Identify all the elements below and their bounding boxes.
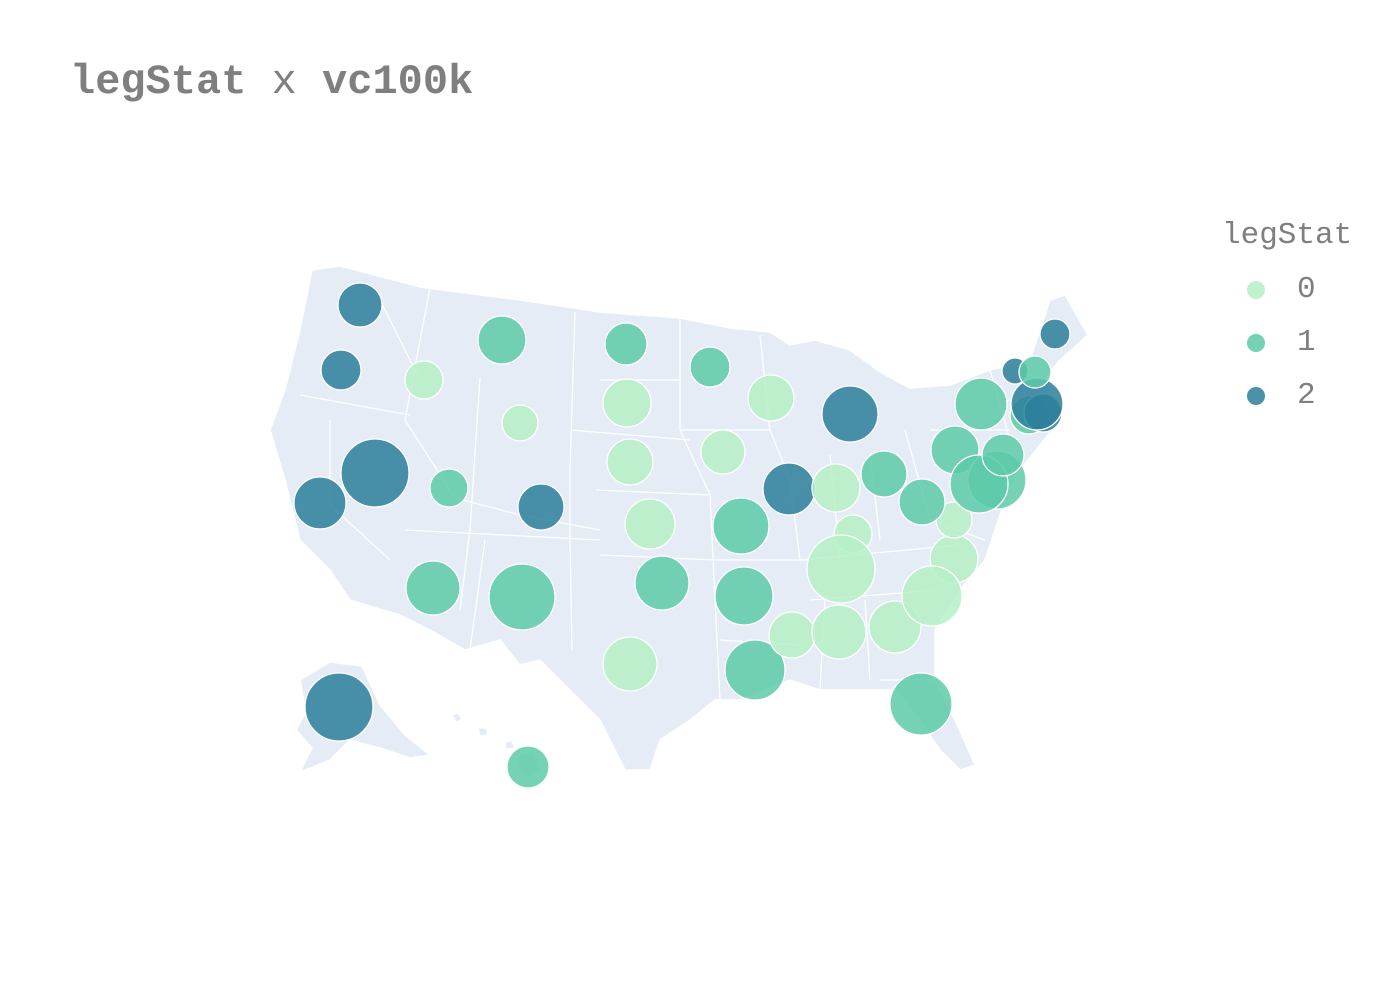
bubble-marker-nh[interactable] (1018, 355, 1052, 389)
bubble-marker-id[interactable] (404, 360, 444, 400)
bubble-marker-al[interactable] (811, 604, 867, 660)
page-title: legStat x vc100k (70, 58, 473, 106)
bubble-marker-oh[interactable] (860, 450, 908, 498)
bubble-marker-pa[interactable] (954, 377, 1008, 431)
legend-label: 0 (1297, 272, 1316, 307)
bubble-marker-wi[interactable] (747, 374, 795, 422)
state-border-line (569, 429, 691, 441)
bubble-marker-mn[interactable] (689, 346, 731, 388)
title-color-field: legStat (70, 58, 247, 106)
bubble-marker-sd[interactable] (602, 378, 652, 428)
bubble-marker-hi[interactable] (506, 745, 550, 789)
bubble-marker-nc[interactable] (901, 565, 963, 627)
bubble-marker-ok[interactable] (634, 555, 690, 611)
legend-swatch-icon (1247, 280, 1265, 299)
state-border-line (569, 311, 576, 651)
bubble-marker-wv[interactable] (898, 478, 946, 526)
bubble-marker-wa[interactable] (337, 282, 383, 328)
bubble-marker-de[interactable] (981, 433, 1025, 477)
state-border-line (679, 318, 721, 701)
bubble-marker-ia[interactable] (700, 429, 746, 475)
bubble-marker-ca[interactable] (293, 476, 347, 530)
title-size-field: vc100k (322, 58, 474, 106)
legend-item-2[interactable]: 2 (1222, 369, 1352, 422)
bubble-marker-mt[interactable] (477, 315, 527, 365)
bubble-marker-ne[interactable] (606, 438, 654, 486)
bubble-marker-az[interactable] (405, 560, 461, 616)
legend-label: 2 (1297, 378, 1316, 413)
bubble-marker-mo[interactable] (712, 497, 770, 555)
bubble-marker-in[interactable] (811, 463, 861, 513)
legend-swatch-icon (1247, 333, 1265, 352)
bubble-marker-ms[interactable] (768, 611, 816, 659)
bubble-layer[interactable] (293, 282, 1071, 789)
bubble-marker-tn[interactable] (806, 534, 876, 604)
legend-item-1[interactable]: 1 (1222, 316, 1352, 369)
bubble-marker-tx[interactable] (602, 636, 658, 692)
bubble-marker-il[interactable] (762, 462, 816, 516)
state-border-line (404, 529, 601, 541)
bubble-marker-ak[interactable] (304, 672, 374, 742)
bubble-marker-ut[interactable] (429, 468, 469, 508)
state-border-line (469, 539, 486, 651)
bubble-marker-wy[interactable] (501, 404, 539, 442)
state-border-line (864, 599, 871, 681)
bubble-marker-or[interactable] (320, 349, 362, 391)
bubble-marker-me[interactable] (1039, 318, 1071, 350)
state-border-line (459, 377, 481, 611)
state-border-line (595, 489, 711, 496)
state-border-line (299, 394, 411, 416)
legend-label: 1 (1297, 325, 1316, 360)
bubble-marker-nm[interactable] (488, 563, 556, 631)
bubble-marker-nd[interactable] (604, 322, 648, 366)
legend-item-0[interactable]: 0 (1222, 263, 1352, 316)
bubble-marker-nv[interactable] (340, 438, 410, 508)
bubble-marker-fl[interactable] (889, 672, 953, 736)
bubble-marker-la[interactable] (724, 639, 786, 701)
bubble-marker-ar[interactable] (714, 566, 774, 626)
legend-title: legStat (1222, 218, 1353, 253)
legend-swatch-icon (1247, 386, 1265, 405)
legend: legStat 0 1 2 (1222, 218, 1352, 422)
bubble-marker-ks[interactable] (624, 498, 676, 550)
title-separator: x (246, 58, 323, 106)
bubble-marker-mi[interactable] (821, 385, 879, 443)
bubble-marker-co[interactable] (517, 483, 565, 531)
